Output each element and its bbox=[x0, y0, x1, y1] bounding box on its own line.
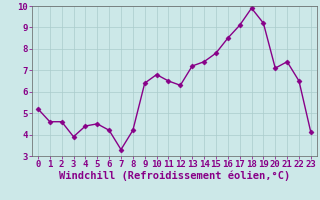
X-axis label: Windchill (Refroidissement éolien,°C): Windchill (Refroidissement éolien,°C) bbox=[59, 171, 290, 181]
